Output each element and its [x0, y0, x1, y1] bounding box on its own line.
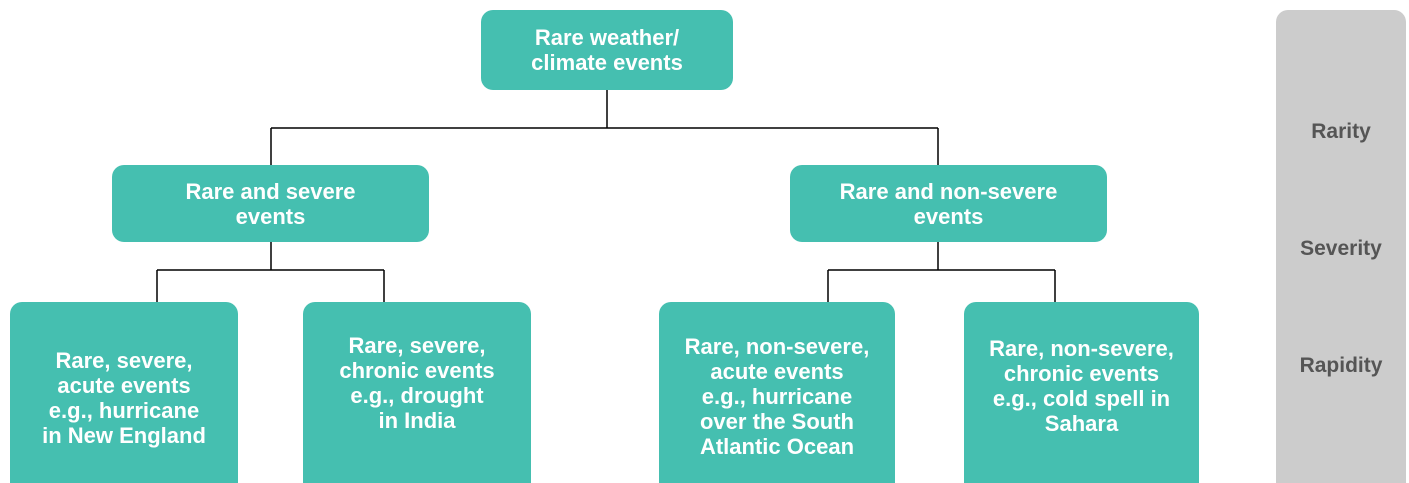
category-node: Rare and non-severe events	[790, 165, 1107, 242]
node-text: Atlantic Ocean	[699, 434, 855, 459]
node-text: Rare and severe	[185, 178, 356, 204]
leaf-node: Rare, non-severe, acute events e.g., hurri…	[659, 302, 895, 483]
node-text: e.g., hurricane	[48, 397, 200, 423]
dimension-label: Severity	[1300, 237, 1382, 260]
node-text: acute events	[57, 372, 191, 398]
node-text: e.g., cold spell in	[992, 385, 1171, 411]
node-text: acute events	[710, 359, 844, 384]
node-text: Rare, severe,	[55, 347, 193, 373]
dimension-label: Rapidity	[1299, 354, 1383, 377]
node-text: events	[235, 203, 306, 229]
node-text: Sahara	[1044, 410, 1119, 436]
node-text: over the South	[699, 409, 854, 434]
node-text: Rare, non-severe,	[989, 335, 1174, 361]
node-text: Rare weather/	[534, 25, 680, 50]
leaf-node: Rare, non-severe, chronic events e.g., col…	[964, 302, 1199, 483]
node-text: chronic events	[339, 357, 495, 383]
dimension-panel: Rarity Severity Rapidity	[1276, 10, 1406, 483]
node-text: Rare, non-severe,	[684, 334, 870, 359]
leaf-node: Rare, severe, chronic events e.g., drought…	[303, 302, 531, 483]
dimension-label: Rarity	[1311, 120, 1371, 143]
leaf-node: Rare, severe, acute events e.g., hurricane…	[10, 302, 238, 483]
node-text: Rare and non-severe	[839, 178, 1058, 204]
node-text: chronic events	[1003, 360, 1160, 386]
node-text: Rare, severe,	[348, 332, 486, 358]
node-text: in New England	[42, 422, 206, 448]
node-text: in India	[378, 407, 456, 433]
node-text: e.g., drought	[350, 382, 484, 408]
node-text: events	[913, 203, 984, 229]
node-text: e.g., hurricane	[701, 384, 853, 409]
root-node: Rare weather/climate events	[481, 10, 733, 90]
node-text: climate events	[531, 50, 683, 75]
category-node: Rare and severe events	[112, 165, 429, 242]
